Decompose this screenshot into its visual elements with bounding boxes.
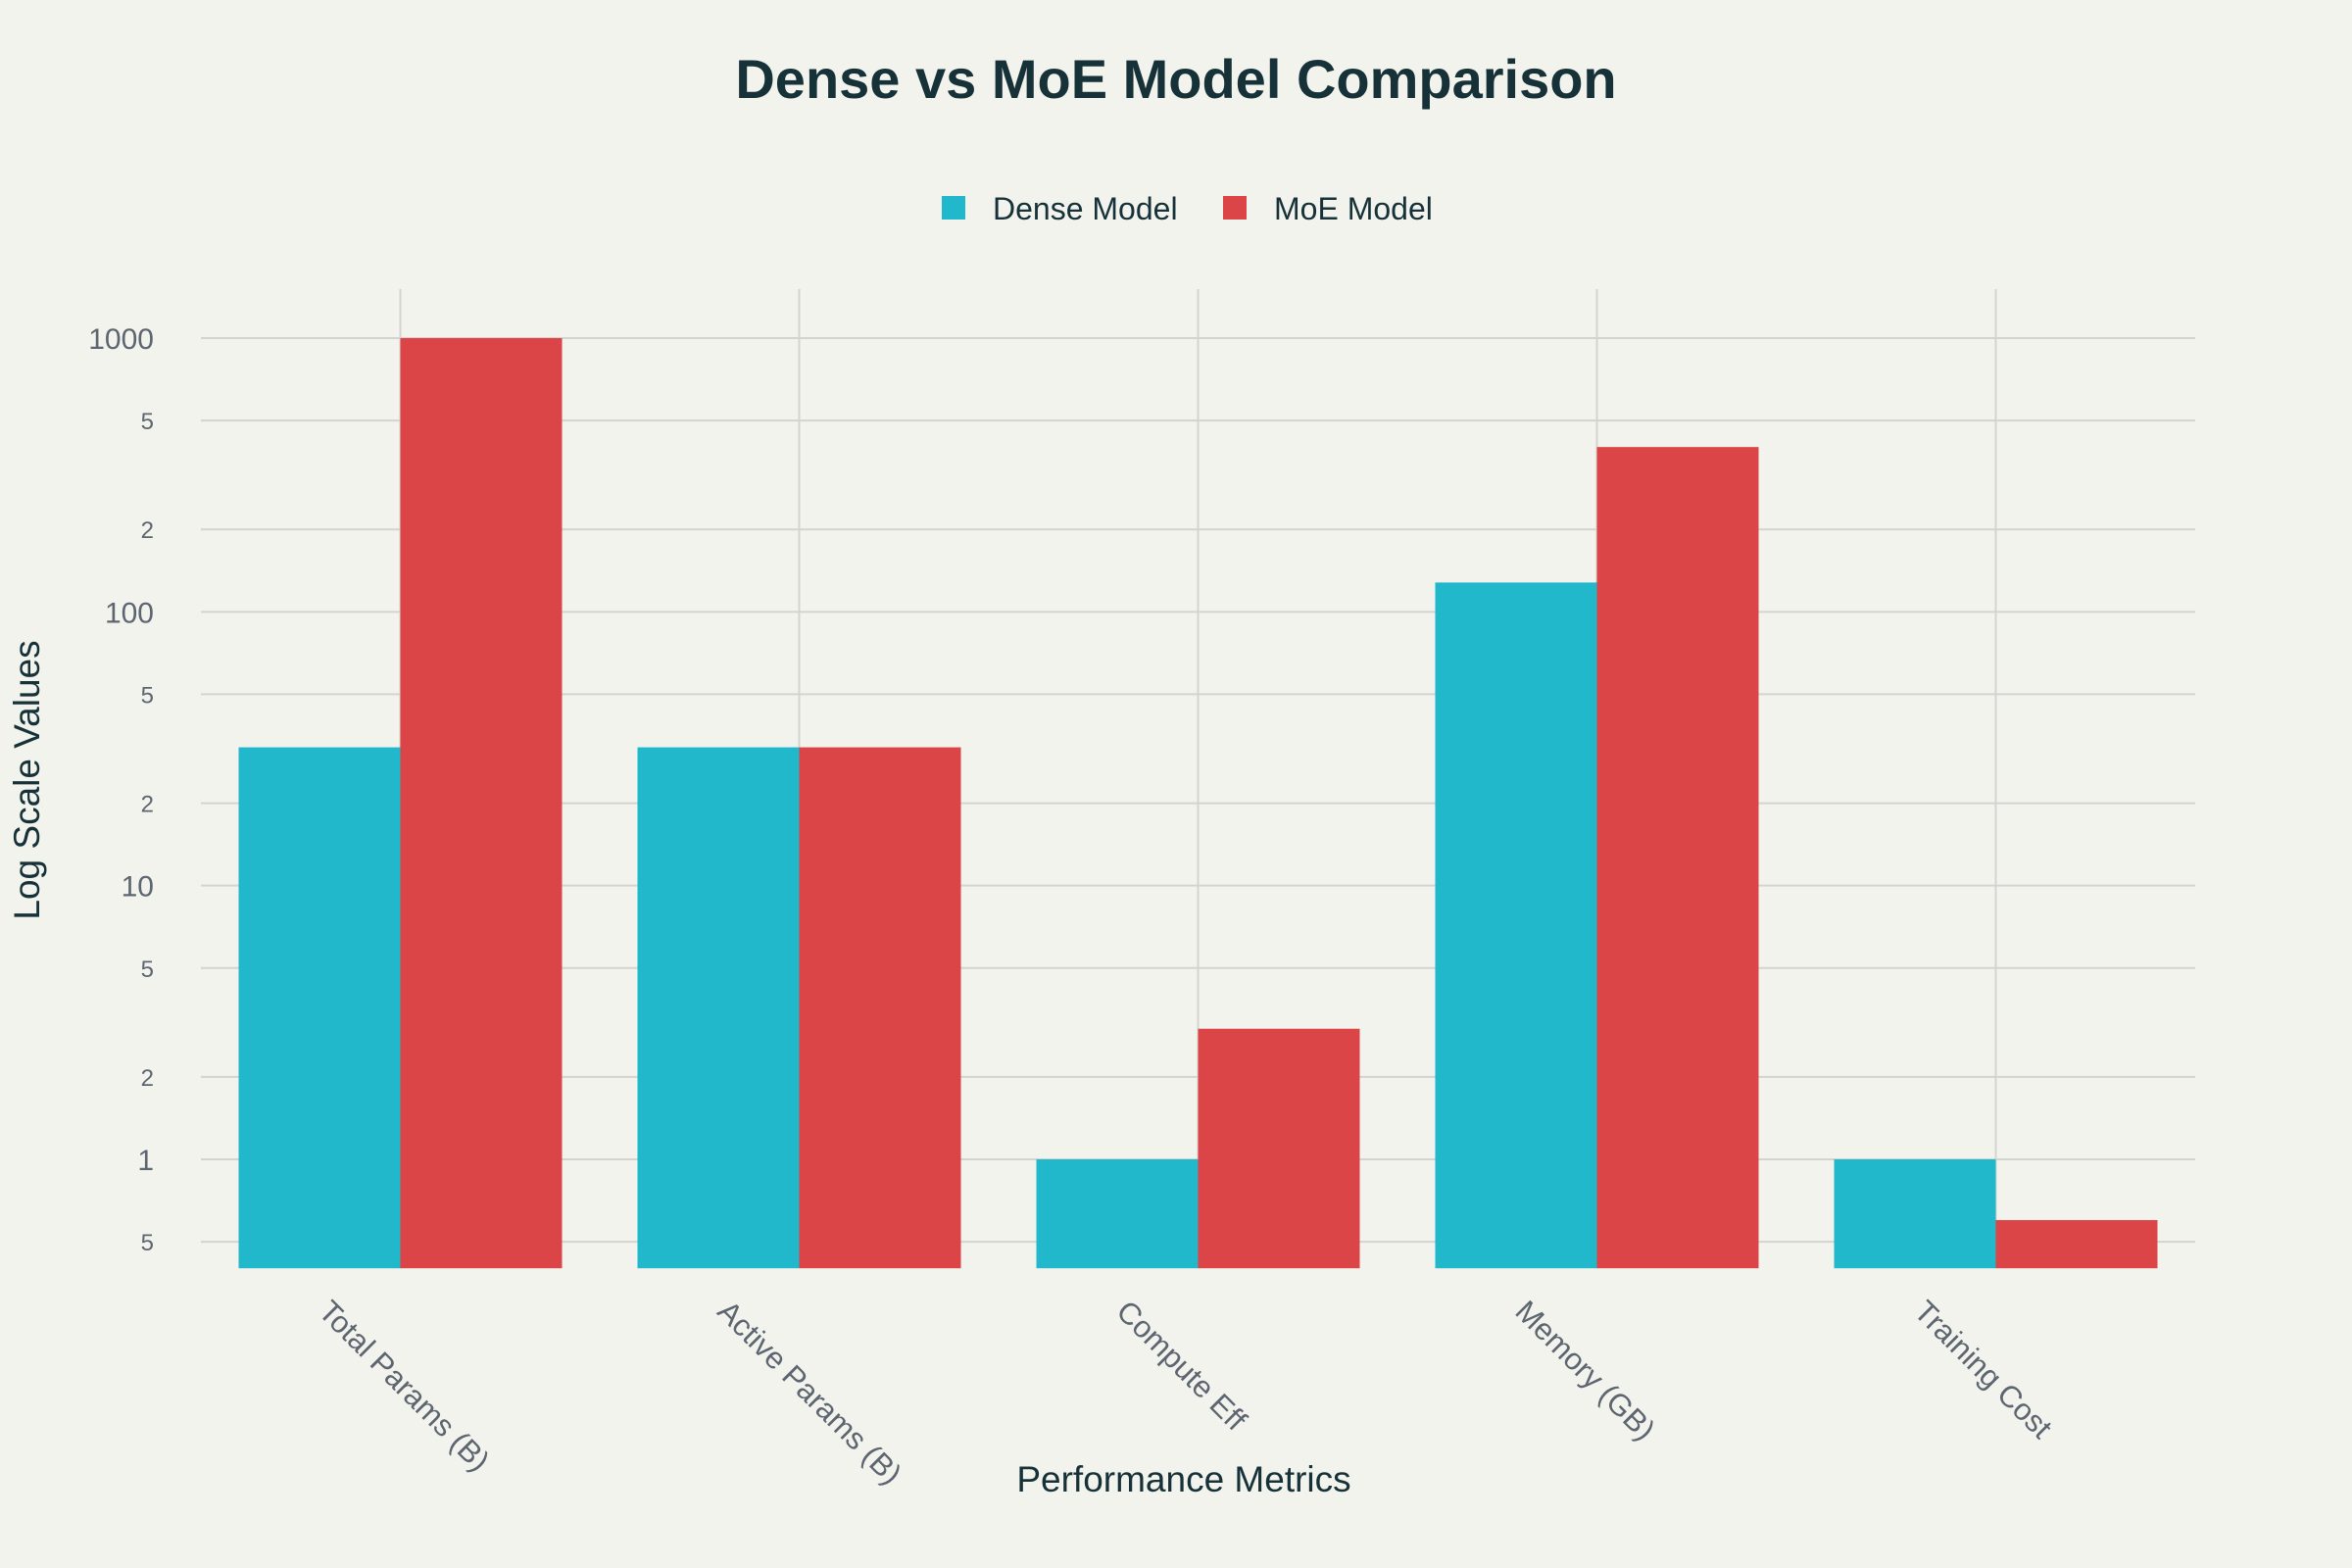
- legend-swatch-moe: [1223, 196, 1247, 220]
- x-tick-label-compute-eff: Compute Eff: [1110, 1294, 1253, 1437]
- y-tick-label: 5: [141, 956, 154, 983]
- y-tick-label: 5: [141, 1230, 154, 1256]
- x-tick-label-active-params-b: Active Params (B): [711, 1294, 908, 1491]
- legend-label-dense: Dense Model: [993, 191, 1178, 226]
- x-axis-title: Performance Metrics: [1016, 1459, 1350, 1499]
- bar-moe-model-active-params-b: [799, 747, 961, 1269]
- y-tick-label: 1000: [88, 323, 154, 356]
- y-tick-label: 5: [141, 409, 154, 435]
- y-tick-label: 1: [137, 1145, 154, 1177]
- y-tick-layer: 5 1 2 5 10 2 5 100 2 5 1000: [88, 323, 154, 1256]
- bar-dense-model-total-params-b: [238, 747, 401, 1269]
- bar-moe-model-training-cost: [1995, 1219, 2158, 1269]
- y-tick-label: 2: [141, 1065, 154, 1092]
- chart-title: Dense vs MoE Model Comparison: [735, 48, 1616, 110]
- x-tick-label-total-params-b: Total Params (B): [313, 1294, 497, 1478]
- y-tick-label: 10: [122, 871, 154, 904]
- legend-label-moe: MoE Model: [1274, 191, 1433, 226]
- bar-dense-model-compute-eff: [1036, 1159, 1199, 1269]
- x-tick-label-memory-gb: Memory (GB): [1509, 1294, 1662, 1446]
- bar-moe-model-total-params-b: [400, 338, 563, 1269]
- legend-swatch-dense: [942, 196, 965, 220]
- x-tick-label-training-cost: Training Cost: [1908, 1294, 2060, 1446]
- legend: Dense Model MoE Model: [942, 191, 1433, 226]
- y-tick-label: 5: [141, 682, 154, 709]
- bar-dense-model-training-cost: [1834, 1159, 1996, 1269]
- bar-moe-model-compute-eff: [1198, 1028, 1360, 1269]
- bar-layer: [238, 338, 2158, 1269]
- bar-dense-model-active-params-b: [637, 747, 800, 1269]
- bar-dense-model-memory-gb: [1435, 582, 1597, 1269]
- y-tick-label: 2: [141, 792, 154, 818]
- y-tick-label: 100: [105, 597, 154, 629]
- y-axis-title: Log Scale Values: [7, 640, 47, 919]
- bar-moe-model-memory-gb: [1596, 447, 1759, 1269]
- y-tick-label: 2: [141, 517, 154, 544]
